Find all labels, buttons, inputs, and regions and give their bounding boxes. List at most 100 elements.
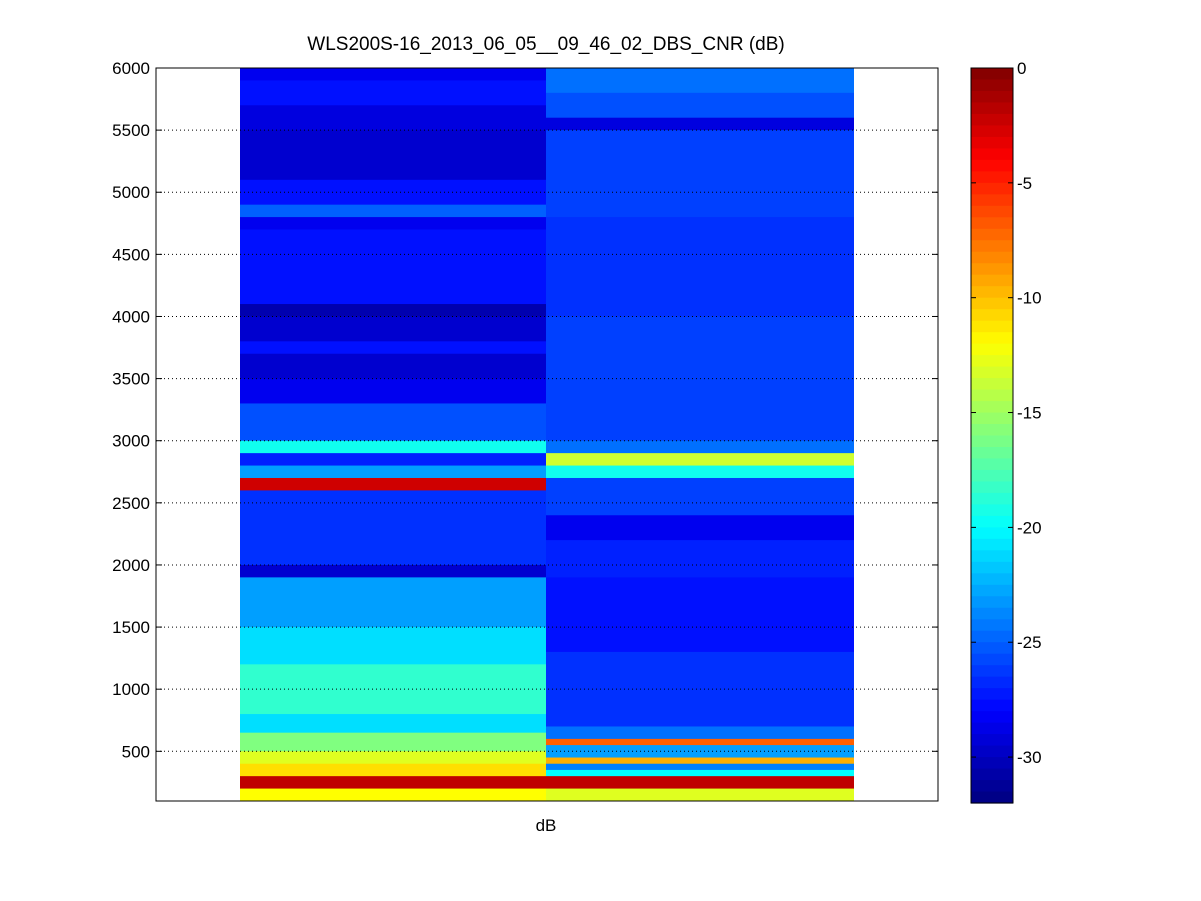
colorbar-step (971, 504, 1013, 517)
colorbar: 0 -5 -10 -15 -20 -25 -30 (970, 59, 1042, 804)
colorbar-step (971, 424, 1013, 437)
chart-title: WLS200S-16_2013_06_05__09_46_02_DBS_CNR … (307, 34, 784, 55)
colorbar-step (971, 68, 1013, 81)
y-tick-label: 500 (122, 742, 150, 761)
colorbar-step (971, 205, 1013, 218)
colorbar-axis: 0 -5 -10 -15 -20 -25 -30 (971, 59, 1042, 767)
y-tick-label: 3000 (112, 432, 150, 451)
heatmap-cell (546, 738, 854, 746)
colorbar-step (971, 228, 1013, 241)
heatmap-cell (546, 117, 854, 131)
heatmap-cell (546, 453, 854, 467)
colorbar-step (971, 653, 1013, 666)
colorbar-step (971, 573, 1013, 586)
colorbar-tick-label: -5 (1017, 174, 1032, 193)
heatmap-cell (546, 68, 854, 94)
colorbar-step (971, 630, 1013, 643)
colorbar-step (971, 378, 1013, 391)
y-tick-label: 2500 (112, 494, 150, 513)
heatmap-cell (240, 204, 546, 218)
colorbar-step (971, 412, 1013, 425)
heatmap-cell (240, 403, 546, 442)
colorbar-step (971, 263, 1013, 276)
y-tick-label: 5500 (112, 121, 150, 140)
colorbar-step (971, 159, 1013, 172)
heatmap-cell (240, 440, 546, 454)
heatmap-cell (240, 341, 546, 355)
heatmap-cell (240, 378, 546, 404)
colorbar-step (971, 90, 1013, 104)
colorbar-step (971, 527, 1013, 540)
colorbar-step (971, 734, 1013, 747)
heatmap-cell (240, 316, 546, 342)
colorbar-step (971, 240, 1013, 253)
heatmap-cell (240, 714, 546, 734)
heatmap-cell (546, 465, 854, 479)
colorbar-step (971, 286, 1013, 299)
colorbar-step (971, 274, 1013, 287)
colorbar-step (971, 676, 1013, 689)
heatmap-cell (546, 769, 854, 777)
y-tick-label: 1000 (112, 680, 150, 699)
heatmap-cell (240, 788, 546, 802)
colorbar-step (971, 757, 1013, 770)
y-tick-label: 1500 (112, 618, 150, 637)
colorbar-tick-label: 0 (1017, 59, 1026, 78)
heatmap-cell (240, 776, 546, 790)
colorbar-step (971, 401, 1013, 414)
heatmap-cell (240, 477, 546, 491)
colorbar-step (971, 515, 1013, 528)
plot-frame (155, 67, 939, 802)
heatmap-cell (546, 577, 854, 653)
colorbar-step (971, 492, 1013, 506)
colorbar-step (971, 125, 1013, 138)
heatmap-cell (240, 564, 546, 578)
colorbar-tick-label: -20 (1017, 518, 1042, 537)
heatmap-cell (546, 726, 854, 740)
colorbar-step (971, 780, 1013, 793)
colorbar-tick-label: -15 (1017, 404, 1042, 423)
colorbar-gradient (971, 68, 1013, 804)
heatmap-cell (240, 304, 546, 317)
colorbar-step (971, 481, 1013, 494)
colorbar-step (971, 79, 1013, 92)
y-tick-label: 5000 (112, 183, 150, 202)
colorbar-step (971, 791, 1013, 804)
y-tick-label: 6000 (112, 59, 150, 78)
colorbar-step (971, 688, 1013, 701)
heatmap-cell (546, 515, 854, 541)
colorbar-step (971, 435, 1013, 448)
colorbar-step (971, 665, 1013, 678)
heatmap-cell (240, 627, 546, 665)
colorbar-step (971, 561, 1013, 574)
colorbar-step (971, 366, 1013, 379)
colorbar-step (971, 550, 1013, 563)
heatmap-cell (546, 217, 854, 317)
colorbar-step (971, 102, 1013, 115)
y-tick-label: 4500 (112, 245, 150, 264)
colorbar-step (971, 538, 1013, 551)
colorbar-frame (970, 67, 1014, 804)
heatmap-cell (240, 751, 546, 765)
colorbar-step (971, 469, 1013, 483)
colorbar-step (971, 584, 1013, 597)
colorbar-step (971, 768, 1013, 781)
colorbar-step (971, 332, 1013, 345)
y-tick-label: 3500 (112, 370, 150, 389)
colorbar-step (971, 458, 1013, 471)
heatmap-cell (240, 732, 546, 752)
colorbar-step (971, 596, 1013, 609)
colorbar-step (971, 607, 1013, 620)
heatmap-cell (240, 465, 546, 479)
heatmap-cell (546, 776, 854, 790)
heatmap-cell (240, 577, 546, 628)
colorbar-tick-label: -10 (1017, 289, 1042, 308)
heatmap-cell (240, 80, 546, 106)
heatmap-cell (240, 68, 546, 81)
heatmap-cell (546, 440, 854, 454)
heatmap-cell (546, 788, 854, 802)
colorbar-step (971, 171, 1013, 184)
heatmap-cell (546, 477, 854, 516)
colorbar-step (971, 389, 1013, 402)
